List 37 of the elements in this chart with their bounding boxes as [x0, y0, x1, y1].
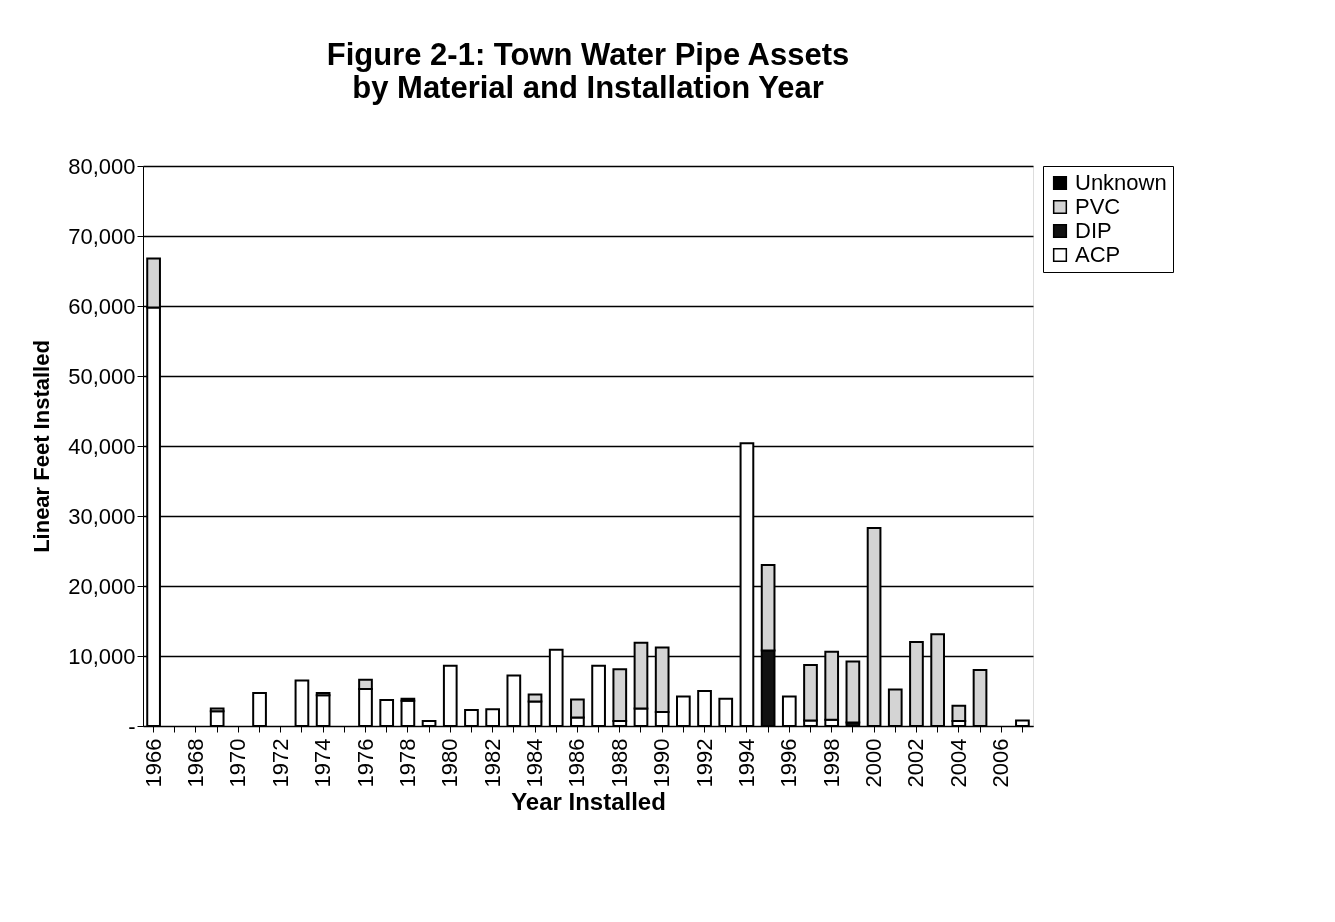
x-tick-label: 1968 — [182, 738, 208, 788]
x-tick-label: 1980 — [437, 738, 463, 788]
y-tick-label: 50,000 — [68, 363, 136, 389]
y-tick-label: 80,000 — [68, 153, 136, 179]
x-tick-label: 1982 — [479, 738, 505, 788]
x-tick-label: 1998 — [818, 738, 844, 788]
y-tick-label: 70,000 — [68, 223, 136, 249]
x-axis-title: Year Installed — [511, 788, 666, 816]
legend-label: Unknown — [1075, 170, 1167, 195]
x-tick-label: 1990 — [649, 738, 675, 788]
legend-label: PVC — [1075, 194, 1121, 219]
y-tick-label: 30,000 — [68, 503, 136, 529]
x-tick-label: 1974 — [310, 738, 336, 788]
legend-label: ACP — [1075, 242, 1121, 267]
x-tick-label: 1984 — [522, 738, 548, 788]
x-tick-label: 1978 — [394, 738, 420, 788]
text: Figure 2-1: Town Water Pipe Assets — [326, 37, 850, 72]
x-tick-label: 2000 — [861, 738, 887, 788]
x-tick-label: 1996 — [776, 738, 802, 788]
y-tick-label: 20,000 — [68, 573, 136, 599]
x-tick-label: 1970 — [225, 738, 251, 788]
y-tick-label: 10,000 — [68, 643, 136, 669]
x-tick-label: 1976 — [352, 738, 378, 788]
x-tick-label: 1992 — [691, 738, 717, 788]
x-tick-label: 1988 — [606, 738, 632, 788]
x-tick-label: 2002 — [903, 738, 929, 788]
x-tick-label: 2004 — [945, 738, 971, 788]
x-tick-label: 1986 — [564, 738, 590, 788]
y-tick-label: 40,000 — [68, 433, 136, 459]
y-tick-label: 60,000 — [68, 293, 136, 319]
x-tick-label: 1994 — [733, 738, 759, 788]
x-tick-label: 2006 — [988, 738, 1014, 788]
y-axis-title: Linear Feet Installed — [29, 340, 55, 553]
x-tick-label: 1972 — [267, 738, 293, 788]
y-tick-label: - — [128, 713, 136, 739]
x-tick-label: 1966 — [140, 738, 166, 788]
legend-label: DIP — [1075, 218, 1112, 243]
